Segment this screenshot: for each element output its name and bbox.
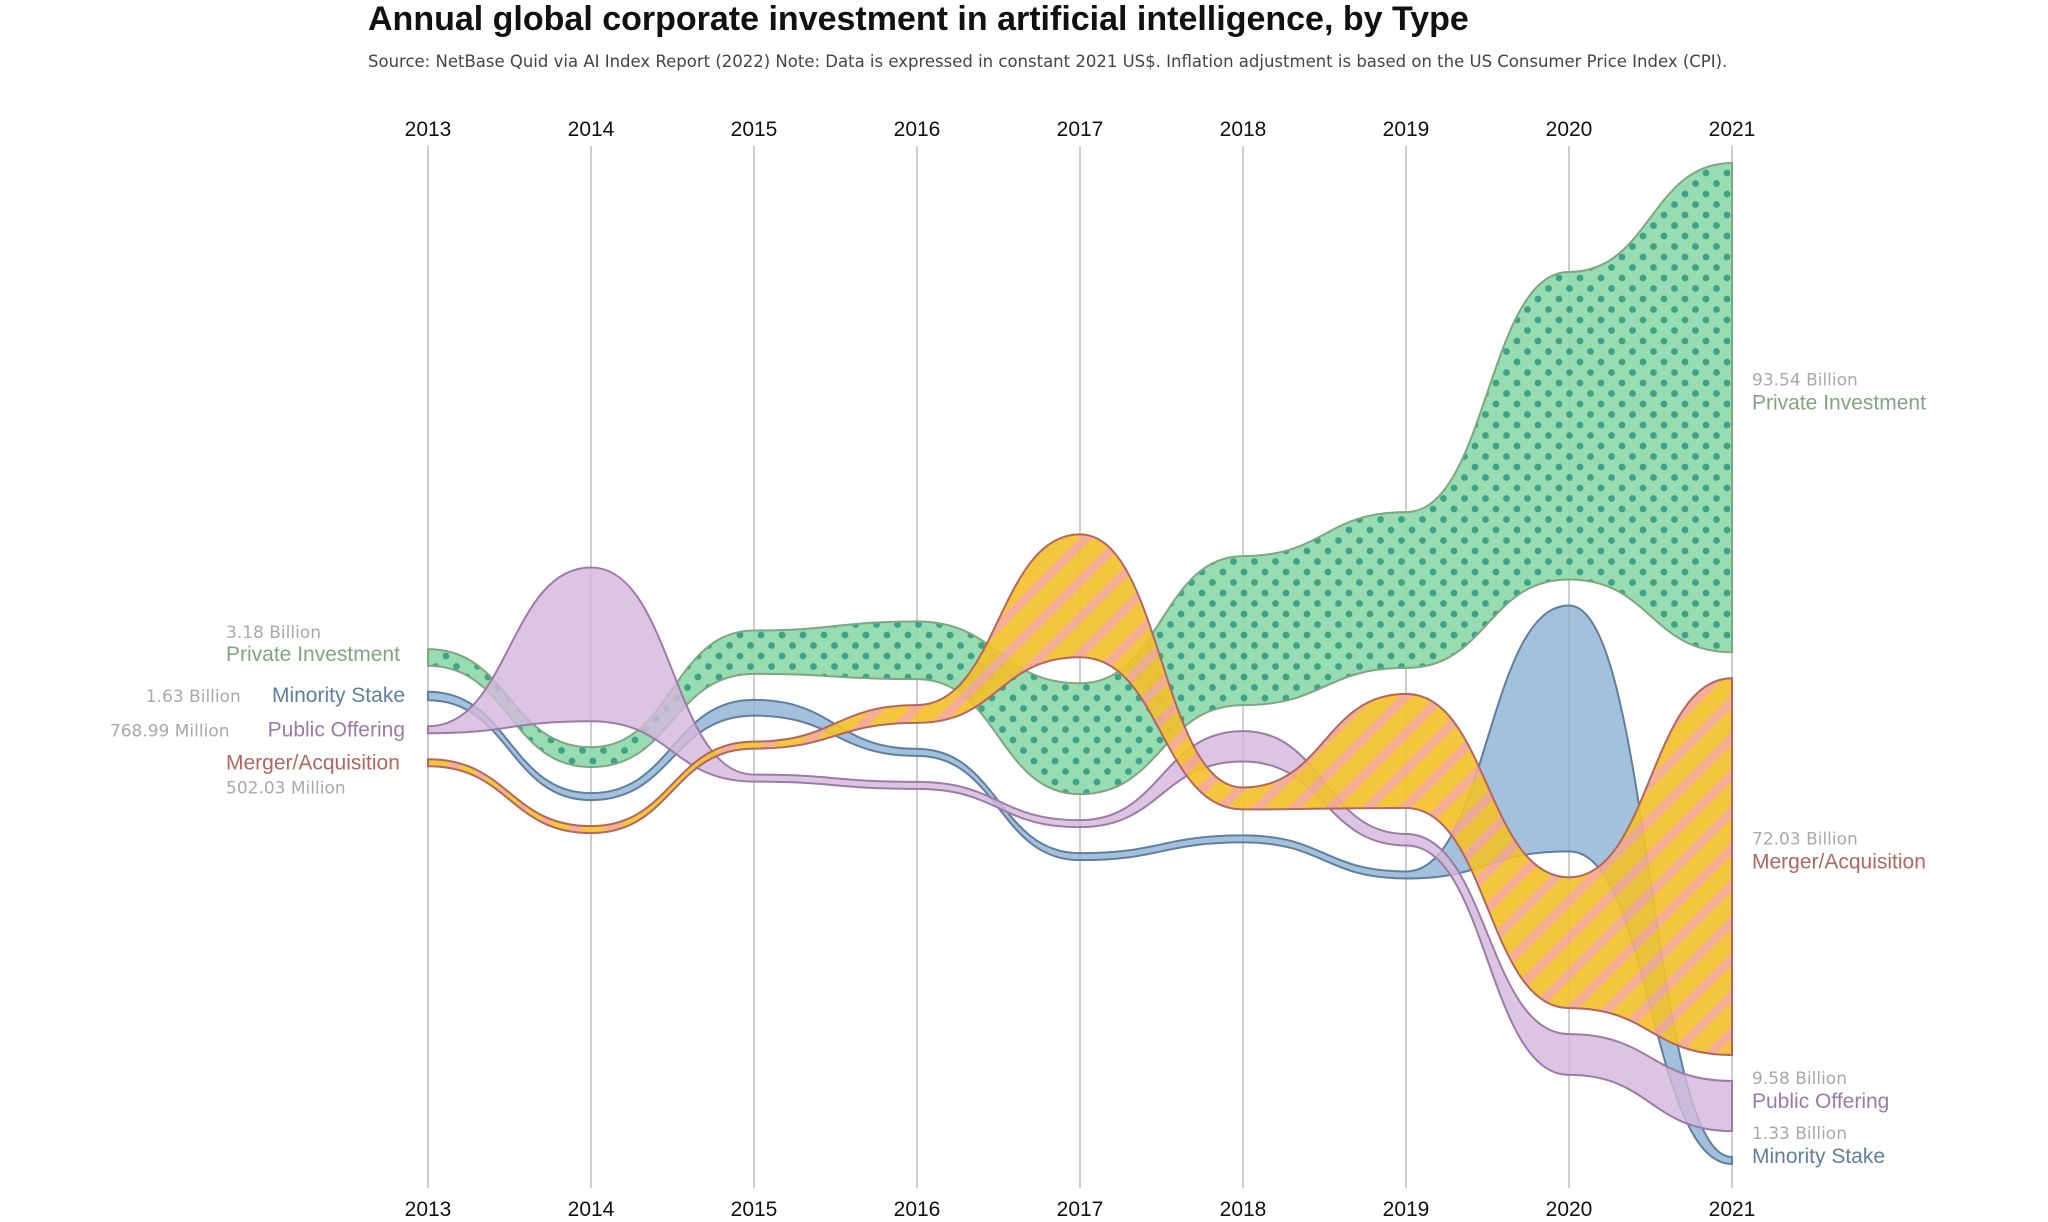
year-label-top-2021: 2021 <box>1709 118 1756 141</box>
year-axis-labels: 2013 2013 2014 2014 2015 2015 2016 2016 2017 2017… <box>405 118 1756 1221</box>
year-label-bottom-2018: 2018 <box>1220 1198 1267 1221</box>
start-value-merger-acquisition: 502.03 Million <box>226 778 346 798</box>
year-label-bottom-2014: 2014 <box>568 1198 615 1221</box>
year-label-bottom-2017: 2017 <box>1057 1198 1104 1221</box>
start-value-minority-stake: 1.63 Billion <box>146 687 241 707</box>
year-label-bottom-2020: 2020 <box>1546 1198 1593 1221</box>
end-name-merger-acquisition: Merger/Acquisition <box>1752 851 1926 874</box>
year-label-top-2020: 2020 <box>1546 118 1593 141</box>
band-public-offering <box>427 566 1733 1133</box>
end-value-merger-acquisition: 72.03 Billion <box>1752 830 1858 850</box>
year-label-top-2014: 2014 <box>568 118 615 141</box>
end-value-minority-stake: 1.33 Billion <box>1752 1124 1847 1144</box>
year-label-top-2015: 2015 <box>731 118 778 141</box>
year-label-bottom-2019: 2019 <box>1383 1198 1430 1221</box>
start-name-merger-acquisition: Merger/Acquisition <box>226 751 400 774</box>
band-merger-acquisition <box>427 533 1733 1056</box>
start-value-public-offering: 768.99 Million <box>110 721 230 741</box>
year-label-top-2016: 2016 <box>894 118 941 141</box>
end-value-public-offering: 9.58 Billion <box>1752 1069 1847 1089</box>
end-name-public-offering: Public Offering <box>1752 1090 1889 1113</box>
start-name-private-investment: Private Investment <box>226 643 400 666</box>
start-name-public-offering: Public Offering <box>268 718 405 741</box>
band-private-investment <box>427 161 1733 796</box>
year-label-bottom-2016: 2016 <box>894 1198 941 1221</box>
year-label-bottom-2021: 2021 <box>1709 1198 1756 1221</box>
year-label-top-2018: 2018 <box>1220 118 1267 141</box>
year-label-bottom-2015: 2015 <box>731 1198 778 1221</box>
chart-title: Annual global corporate investment in ar… <box>368 0 1469 38</box>
start-value-private-investment: 3.18 Billion <box>226 623 321 643</box>
year-label-top-2013: 2013 <box>405 118 452 141</box>
end-value-private-investment: 93.54 Billion <box>1752 371 1858 391</box>
end-name-minority-stake: Minority Stake <box>1752 1145 1885 1168</box>
year-label-bottom-2013: 2013 <box>405 1198 452 1221</box>
end-name-private-investment: Private Investment <box>1752 392 1926 415</box>
start-name-minority-stake: Minority Stake <box>272 684 405 707</box>
series-bands <box>427 161 1733 1166</box>
year-label-top-2017: 2017 <box>1057 118 1104 141</box>
chart-subtitle: Source: NetBase Quid via AI Index Report… <box>368 52 1728 71</box>
year-label-top-2019: 2019 <box>1383 118 1430 141</box>
